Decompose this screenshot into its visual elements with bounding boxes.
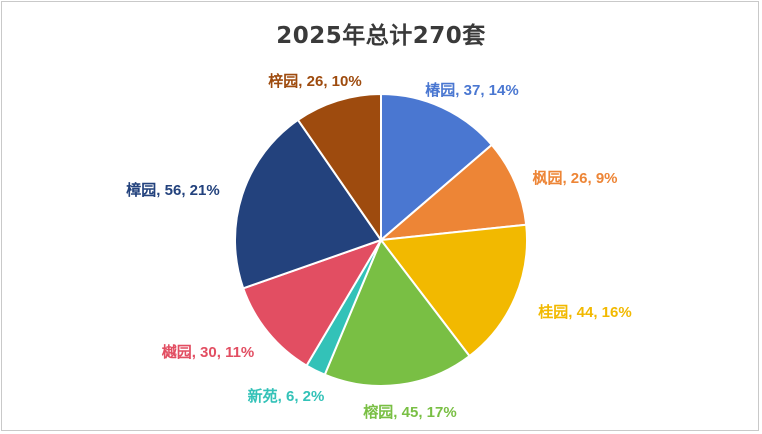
- pie-slice-6: [241, 238, 384, 367]
- data-label-1: 椿园, 37, 14%: [425, 81, 518, 99]
- pie-slice-4: [323, 238, 471, 387]
- pie-slice-2: [377, 143, 528, 242]
- chart-title: 2025年总计270套: [276, 23, 486, 49]
- data-label-7: 樟园, 56, 21%: [126, 181, 219, 199]
- pie-slice-3: [379, 223, 528, 358]
- pie-slice-1: [380, 92, 494, 243]
- data-label-4: 榕园, 45, 17%: [363, 403, 456, 421]
- data-label-5: 新苑, 6, 2%: [248, 387, 325, 405]
- data-label-3: 桂园, 44, 16%: [537, 303, 631, 321]
- pie-slice-7: [234, 118, 383, 290]
- data-label-6: 樾园, 30, 11%: [162, 343, 255, 361]
- data-label-8: 梓园, 26, 10%: [268, 72, 361, 90]
- data-label-2: 枫园, 26, 9%: [532, 169, 617, 187]
- pie-slice-8: [296, 92, 382, 244]
